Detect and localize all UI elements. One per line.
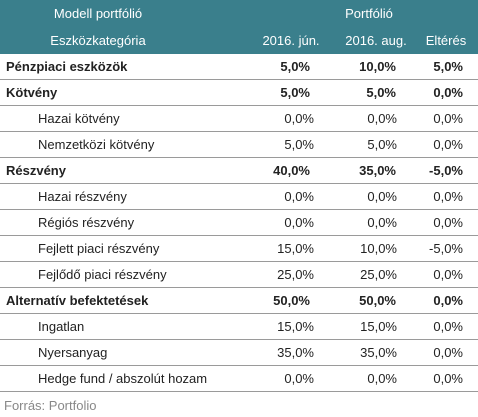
value-jun: 5,0% (280, 85, 310, 100)
value-jun: 5,0% (280, 59, 310, 74)
value-jun: 15,0% (277, 319, 314, 334)
table-row: Pénzpiaci eszközök 5,0% 10,0% 5,0% (0, 54, 478, 80)
row-label: Nemzetközi kötvény (38, 137, 155, 152)
table-header: Modell portfólió Eszközkategória Portfól… (0, 0, 478, 54)
value-aug: 0,0% (367, 111, 397, 126)
row-label: Fejlett piaci részvény (38, 241, 160, 256)
table-row: Részvény 40,0% 35,0% -5,0% (0, 158, 478, 184)
table-body: Pénzpiaci eszközök 5,0% 10,0% 5,0% Kötvény 5,… (0, 54, 478, 392)
value-aug: 50,0% (359, 293, 396, 308)
value-diff: 0,0% (433, 189, 463, 204)
row-label: Hazai részvény (38, 189, 127, 204)
value-aug: 35,0% (359, 163, 396, 178)
value-diff: 5,0% (433, 59, 463, 74)
value-diff: 0,0% (433, 267, 463, 282)
table-row: Régiós részvény 0,0% 0,0% 0,0% (0, 210, 478, 236)
value-diff: 0,0% (433, 111, 463, 126)
table-row: Kötvény 5,0% 5,0% 0,0% (0, 80, 478, 106)
value-jun: 0,0% (284, 111, 314, 126)
header-col-aug: 2016. aug. (345, 33, 407, 48)
table-row: Nemzetközi kötvény 5,0% 5,0% 0,0% (0, 132, 478, 158)
header-col-diff: Eltérés (425, 33, 467, 48)
value-jun: 40,0% (273, 163, 310, 178)
header-col-jun: 2016. jún. (262, 33, 320, 48)
table-row: Ingatlan 15,0% 15,0% 0,0% (0, 314, 478, 340)
value-jun: 5,0% (284, 137, 314, 152)
value-aug: 5,0% (366, 85, 396, 100)
header-category-label: Eszközkategória (50, 33, 146, 48)
table-row: Alternatív befektetések 50,0% 50,0% 0,0% (0, 288, 478, 314)
table-row: Fejlett piaci részvény 15,0% 10,0% -5,0% (0, 236, 478, 262)
value-diff: 0,0% (433, 215, 463, 230)
value-aug: 15,0% (360, 319, 397, 334)
header-title: Modell portfólió (53, 6, 143, 21)
row-label: Nyersanyag (38, 345, 108, 360)
table-row: Hazai részvény 0,0% 0,0% 0,0% (0, 184, 478, 210)
row-label: Ingatlan (38, 319, 85, 334)
value-aug: 10,0% (360, 241, 397, 256)
row-label: Fejlődő piaci részvény (38, 267, 167, 282)
value-diff: 0,0% (433, 319, 463, 334)
table-row: Nyersanyag 35,0% 35,0% 0,0% (0, 340, 478, 366)
value-jun: 15,0% (277, 241, 314, 256)
value-diff: 0,0% (433, 293, 463, 308)
header-group-label: Portfólió (345, 6, 393, 21)
row-label: Alternatív befektetések (6, 293, 149, 308)
value-diff: 0,0% (433, 137, 463, 152)
value-diff: 0,0% (433, 345, 463, 360)
value-diff: -5,0% (429, 163, 463, 178)
value-aug: 35,0% (360, 345, 397, 360)
row-label: Hazai kötvény (38, 111, 120, 126)
row-label: Pénzpiaci eszközök (6, 59, 128, 74)
value-diff: 0,0% (433, 371, 463, 386)
value-diff: -5,0% (429, 241, 463, 256)
value-jun: 35,0% (277, 345, 314, 360)
source-note: Forrás: Portfolio (4, 398, 97, 413)
value-aug: 0,0% (367, 371, 397, 386)
value-aug: 10,0% (359, 59, 396, 74)
value-aug: 0,0% (367, 215, 397, 230)
table-row: Hedge fund / abszolút hozam 0,0% 0,0% 0,0% (0, 366, 478, 392)
row-label: Kötvény (6, 85, 58, 100)
value-diff: 0,0% (433, 85, 463, 100)
value-jun: 50,0% (273, 293, 310, 308)
value-jun: 0,0% (284, 215, 314, 230)
value-jun: 0,0% (284, 189, 314, 204)
value-aug: 5,0% (367, 137, 397, 152)
value-aug: 0,0% (367, 189, 397, 204)
row-label: Hedge fund / abszolút hozam (38, 371, 208, 386)
row-label: Részvény (6, 163, 66, 178)
table-row: Hazai kötvény 0,0% 0,0% 0,0% (0, 106, 478, 132)
row-label: Régiós részvény (38, 215, 135, 230)
value-jun: 25,0% (277, 267, 314, 282)
value-jun: 0,0% (284, 371, 314, 386)
table-row: Fejlődő piaci részvény 25,0% 25,0% 0,0% (0, 262, 478, 288)
value-aug: 25,0% (360, 267, 397, 282)
